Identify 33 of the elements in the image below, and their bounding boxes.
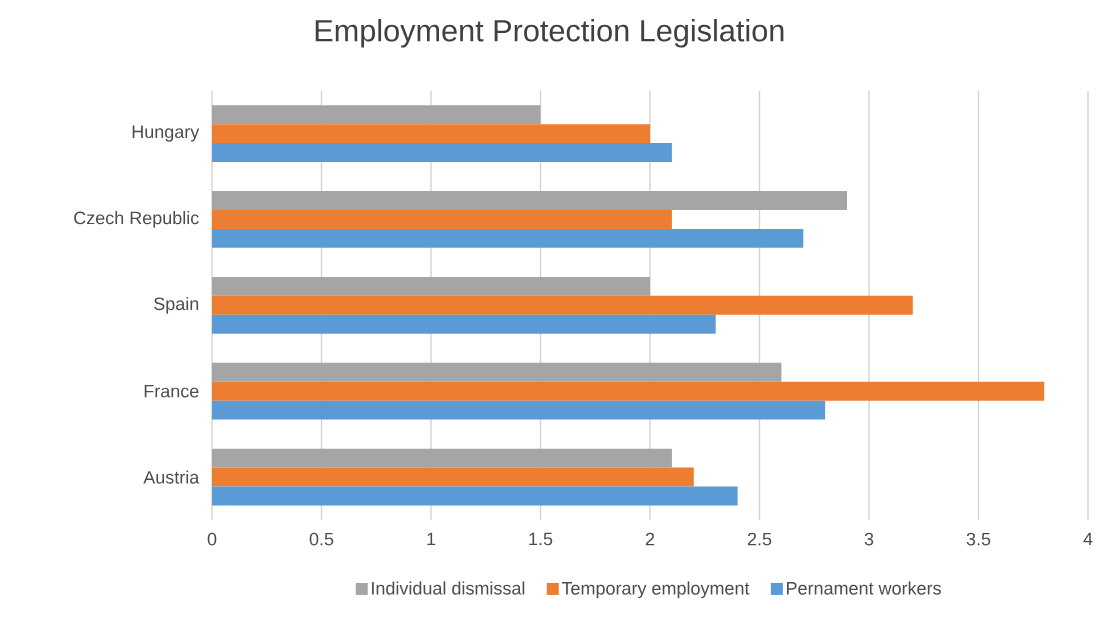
x-tick-label: 2: [645, 532, 655, 546]
bar: [212, 400, 826, 420]
x-tick-label: 3: [864, 532, 874, 546]
bar: [212, 362, 782, 382]
chart-title: Employment Protection Legislation: [315, 19, 784, 48]
y-tick-label: Austria: [143, 470, 200, 484]
y-tick-label: France: [144, 384, 199, 398]
bar: [212, 295, 913, 315]
bar: [212, 486, 738, 506]
bar: [212, 191, 848, 210]
legend-label: Individual dismissal: [372, 581, 525, 595]
bar: [212, 314, 716, 334]
x-tick-label: 2.5: [747, 532, 772, 546]
y-tick-label: Czech Republic: [74, 211, 199, 228]
legend-label: Temporary employment: [561, 581, 750, 599]
bar: [212, 124, 650, 144]
x-tick-label: 0: [207, 532, 217, 546]
bar: [212, 276, 650, 296]
x-tick-label: 4: [1083, 532, 1093, 546]
x-tick-label: 1.5: [529, 532, 553, 546]
bar: [212, 228, 804, 248]
x-tick-label: 0.5: [309, 532, 334, 546]
y-tick-label: Hungary: [132, 125, 200, 142]
bar: [212, 381, 1045, 401]
y-tick-label: Spain: [154, 296, 199, 314]
x-tick-label: 1: [427, 532, 436, 546]
bar: [212, 210, 672, 229]
bar: [212, 467, 694, 487]
bar: [212, 105, 541, 125]
bar: [212, 143, 672, 163]
bar: [212, 448, 672, 468]
legend-label: Pernament workers: [787, 581, 941, 595]
x-tick-label: 3.5: [966, 532, 991, 546]
